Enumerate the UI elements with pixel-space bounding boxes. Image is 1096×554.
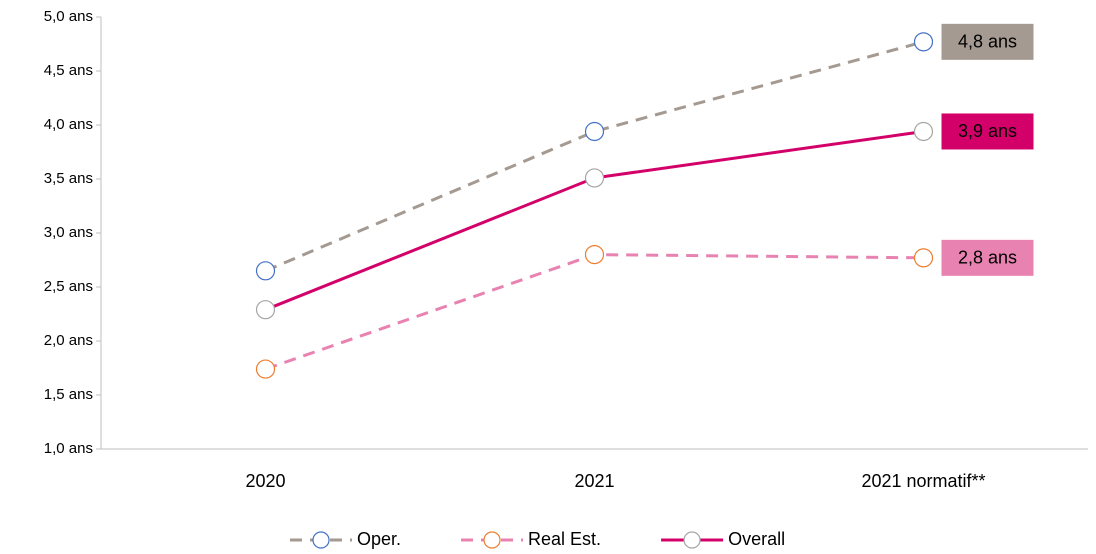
y-tick-label: 2,5 ans — [44, 278, 93, 295]
legend-label: Oper. — [357, 529, 401, 549]
legend-label: Real Est. — [528, 529, 601, 549]
y-tick-label: 1,5 ans — [44, 386, 93, 403]
value-label-box — [941, 23, 1034, 60]
series-line — [264, 129, 924, 312]
marker — [913, 248, 934, 268]
value-label-box — [941, 113, 1034, 150]
marker — [913, 121, 934, 142]
value-label: 3,9 ans — [958, 121, 1017, 141]
x-tick-label: 2021 normatif** — [861, 471, 985, 491]
series-line — [265, 253, 924, 371]
legend-marker — [483, 531, 501, 549]
x-tick-label: 2020 — [245, 471, 285, 491]
marker — [913, 32, 934, 52]
value-label: 2,8 ans — [958, 248, 1017, 268]
legend-marker — [683, 531, 701, 549]
value-label-box — [941, 239, 1034, 276]
marker — [584, 121, 605, 142]
series-line — [264, 40, 924, 273]
y-tick-label: 4,0 ans — [44, 116, 93, 133]
marker — [584, 245, 605, 265]
marker — [255, 300, 276, 320]
marker — [255, 359, 276, 379]
marker — [584, 168, 605, 188]
y-tick-label: 5,0 ans — [44, 8, 93, 25]
y-tick-label: 4,5 ans — [44, 62, 93, 79]
x-tick-label: 2021 — [574, 471, 614, 491]
legend-marker — [312, 531, 330, 549]
y-tick-label: 3,0 ans — [44, 224, 93, 241]
y-tick-label: 1,0 ans — [44, 440, 93, 457]
legend-label: Overall — [728, 529, 785, 549]
y-tick-label: 2,0 ans — [44, 332, 93, 349]
y-tick-label: 3,5 ans — [44, 170, 93, 187]
value-label: 4,8 ans — [958, 32, 1017, 52]
marker — [255, 261, 276, 281]
